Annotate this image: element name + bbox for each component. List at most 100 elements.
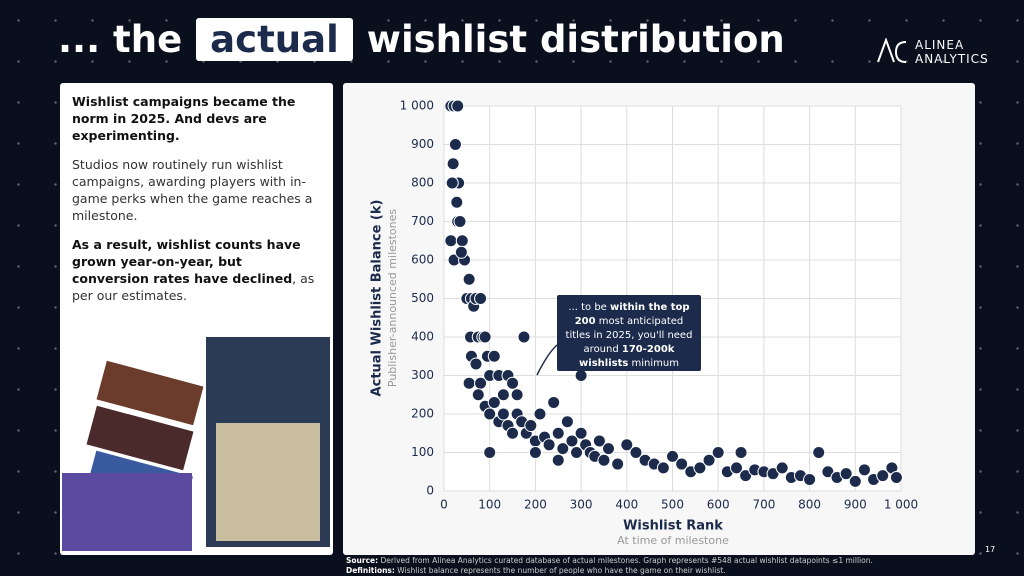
scatter-point — [517, 330, 531, 344]
footer-label: Definitions: — [346, 566, 395, 575]
x-tick-label: 800 — [798, 498, 821, 512]
scatter-point — [775, 461, 789, 475]
scatter-point — [469, 357, 483, 371]
scatter-point — [462, 376, 476, 390]
scatter-point — [597, 453, 611, 467]
x-tick-label: 500 — [661, 498, 684, 512]
scatter-point — [602, 442, 616, 456]
scatter-point — [766, 467, 780, 481]
x-tick-label: 400 — [615, 498, 638, 512]
scatter-point — [666, 449, 679, 463]
scatter-point — [675, 457, 689, 471]
title-part: ... the — [58, 18, 183, 61]
scatter-point — [821, 465, 835, 479]
x-axis-title: Wishlist Rank — [623, 519, 723, 534]
x-tick-label: 300 — [570, 498, 593, 512]
annotation-arrow — [536, 344, 558, 376]
annotation-text: most anticipated titles in 2025, you'll … — [565, 316, 693, 355]
scatter-point — [711, 446, 725, 459]
scatter-point — [444, 234, 458, 248]
footer: Source: Derived from Alinea Analytics cu… — [346, 556, 1006, 576]
annotation-box: ... to be within the top 200 most antici… — [557, 295, 701, 371]
y-tick-label: 0 — [426, 484, 434, 498]
panel-conclusion: , as per our estimates. — [72, 271, 315, 303]
scatter-point — [734, 446, 748, 459]
scatter-point — [656, 461, 670, 475]
scatter-point — [574, 369, 588, 382]
scatter-point — [812, 446, 826, 459]
panel-heading: Wishlist campaigns became the norm in 20… — [72, 94, 296, 143]
footer-text: Wishlist balance represents the number o… — [397, 566, 726, 575]
annotation-text: minimum — [628, 358, 679, 369]
scatter-point — [876, 469, 890, 483]
y-tick-label: 1 000 — [400, 99, 434, 113]
scatter-point — [889, 471, 903, 485]
scatter-point — [739, 469, 753, 483]
scatter-point — [450, 195, 464, 209]
scatter-point — [551, 426, 565, 440]
scatter-point — [560, 415, 574, 429]
scatter-point — [448, 138, 462, 151]
scatter-point — [453, 215, 467, 228]
x-tick-label: 200 — [524, 498, 547, 512]
y-tick-label: 500 — [411, 291, 434, 305]
annotation-text: within the top 200 — [574, 302, 690, 327]
x-tick-label: 900 — [844, 498, 867, 512]
scatter-point — [474, 376, 488, 390]
y-tick-label: 800 — [411, 176, 434, 190]
annotation: ... to be within the top 200 most antici… — [557, 295, 701, 371]
scatter-point — [803, 472, 817, 486]
x-tick-label: 600 — [707, 498, 730, 512]
x-tick-label: 0 — [440, 498, 448, 512]
scatter-point — [533, 407, 547, 421]
x-axis-subtitle: At time of milestone — [617, 534, 729, 547]
scatter-point — [496, 388, 510, 402]
scatter-point — [462, 272, 476, 286]
scatter-point — [547, 395, 561, 409]
scatter-point — [629, 446, 643, 459]
scatter-point — [551, 453, 565, 467]
scatter-point — [510, 388, 524, 402]
y-axis-subtitle: Publisher-announced milestones — [386, 209, 399, 388]
title: ... the actual wishlist distribution — [58, 18, 785, 61]
scatter-point — [487, 349, 501, 363]
logo-mark — [877, 38, 907, 63]
page-number: 17 — [985, 545, 996, 554]
scatter-point — [857, 463, 871, 477]
scatter-point — [483, 407, 497, 421]
scatter-point — [570, 446, 584, 459]
scatter-point — [451, 99, 465, 113]
y-tick-label: 400 — [411, 330, 434, 344]
scatter-point — [565, 434, 579, 448]
footer-text: Derived from Alinea Analytics curated da… — [380, 556, 873, 565]
y-tick-label: 900 — [411, 137, 434, 151]
annotation-text: 170-200k wishlists — [579, 344, 675, 369]
scatter-point — [454, 245, 468, 259]
y-tick-label: 100 — [411, 445, 434, 459]
x-tick-label: 100 — [478, 498, 501, 512]
scatter-point — [528, 446, 542, 459]
title-part: wishlist distribution — [366, 18, 785, 61]
logo-text: ANALYTICS — [915, 52, 989, 66]
scatter-point — [729, 461, 743, 475]
logo: ALINEA ANALYTICS — [915, 38, 989, 66]
y-tick-label: 600 — [411, 253, 434, 267]
y-tick-label: 300 — [411, 368, 434, 382]
scatter-point — [556, 442, 570, 456]
scatter-point — [592, 434, 606, 448]
scatter-point — [506, 376, 520, 390]
scatter-point — [478, 330, 492, 344]
scatter-point — [620, 438, 634, 452]
scatter-point — [445, 176, 459, 190]
chart: Actual Wishlist Balance (k) Publisher-an… — [370, 99, 919, 548]
scatter-point — [455, 234, 469, 248]
scatter-point — [446, 157, 460, 171]
x-tick-label: 700 — [752, 498, 775, 512]
title-highlight: actual — [196, 18, 353, 61]
annotation-text: ... to be — [568, 302, 611, 313]
scatter-point — [483, 446, 497, 459]
scatter-point — [839, 467, 853, 481]
chart-panel: Actual Wishlist Balance (k) Publisher-an… — [343, 83, 975, 555]
panel-paragraph: Studios now routinely run wishlist campa… — [72, 157, 313, 223]
